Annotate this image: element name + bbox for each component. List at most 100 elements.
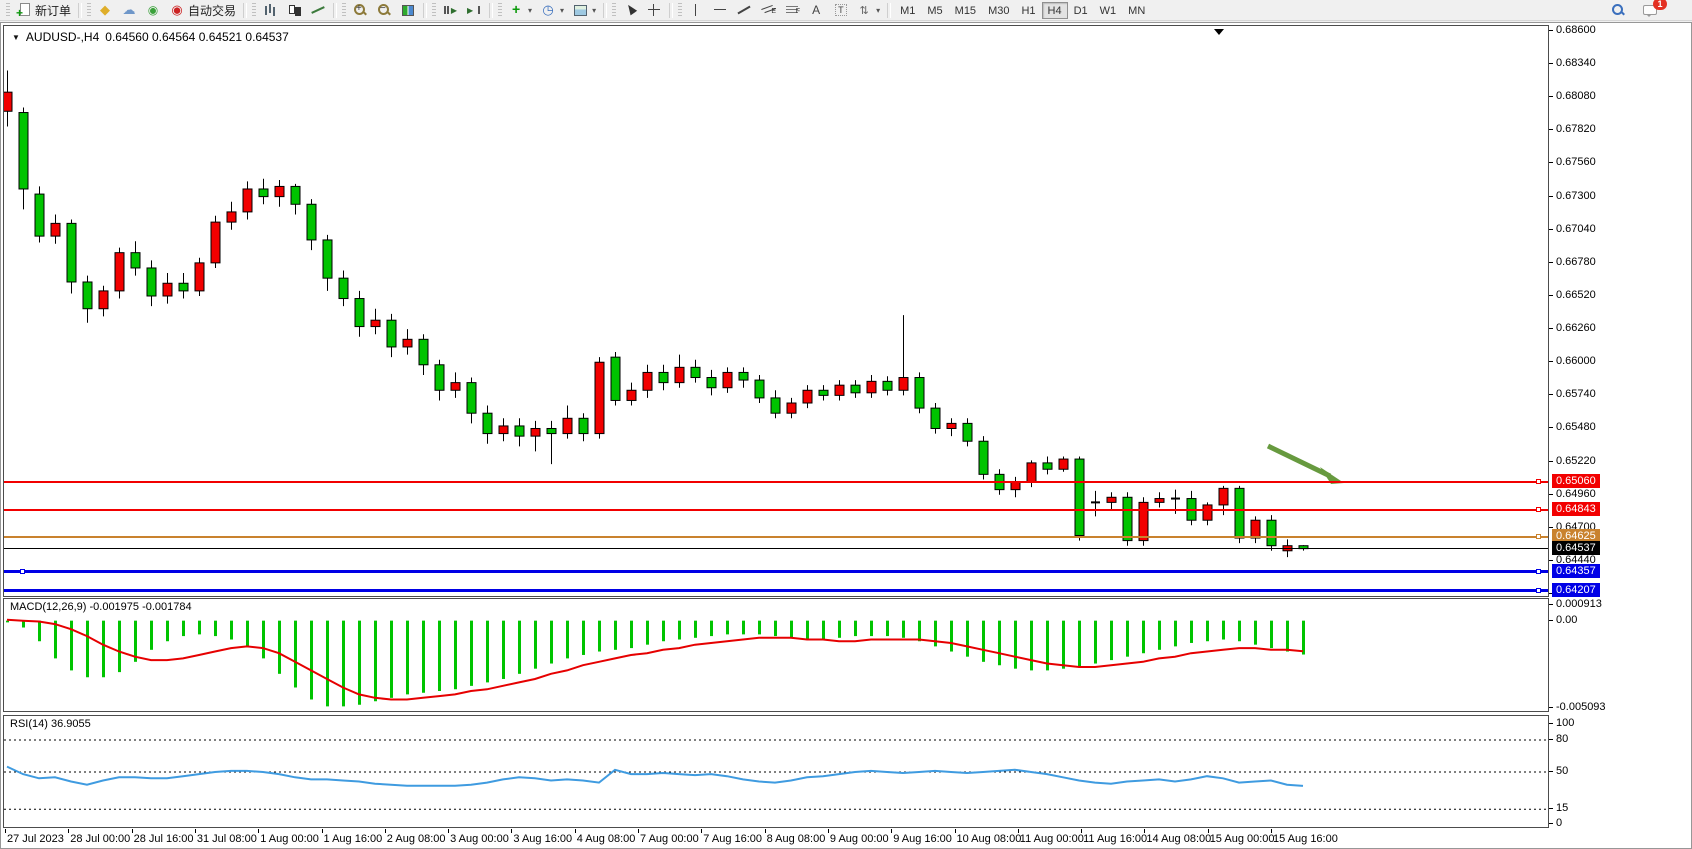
line-handle[interactable] [20, 568, 25, 574]
tile-windows-icon [400, 2, 416, 18]
arrows-button[interactable]: ▾ [852, 1, 884, 20]
signals-button[interactable] [117, 1, 141, 20]
price-line-0.64537[interactable] [4, 548, 1548, 550]
timeframe-mn-button[interactable]: MN [1122, 2, 1151, 19]
auto-trading-button[interactable]: 自动交易 [165, 1, 240, 20]
macd-indicator-pane[interactable]: MACD(12,26,9) -0.001975 -0.001784 [3, 598, 1549, 712]
horizontal-line-icon [712, 2, 728, 18]
chart-window: ▼ AUDUSD-,H4 0.64560 0.64564 0.64521 0.6… [0, 22, 1692, 849]
axis-tick-mark [1549, 228, 1553, 230]
text-icon [808, 2, 824, 18]
timeframe-h1-button[interactable]: H1 [1015, 2, 1041, 19]
time-tick-label: 8 Aug 08:00 [766, 833, 826, 845]
rsi-indicator-pane[interactable]: RSI(14) 36.9055 [3, 715, 1549, 828]
fibonacci-button[interactable] [780, 1, 804, 20]
price-line-badge: 0.64843 [1552, 501, 1600, 516]
text-button[interactable] [804, 1, 828, 20]
timeframe-w1-button[interactable]: W1 [1094, 2, 1123, 19]
axis-tick-mark [1549, 619, 1553, 621]
vertical-line-button[interactable] [684, 1, 708, 20]
templates-icon [572, 2, 588, 18]
horizontal-line-button[interactable] [708, 1, 732, 20]
rsi-canvas[interactable] [4, 716, 1548, 827]
trendline-button[interactable] [732, 1, 756, 20]
candle-11 [178, 282, 189, 292]
axis-tick-mark [1549, 707, 1553, 708]
candle-50 [802, 389, 813, 404]
price-axis[interactable]: 0.68600 0.68340 0.68080 0.67820 0.67560 0.673… [1549, 23, 1691, 829]
price-line-0.64207[interactable] [4, 589, 1548, 593]
price-tick-label: 0.67560 [1556, 156, 1596, 169]
chart-shift-button[interactable] [462, 1, 486, 20]
price-line-0.64357[interactable] [4, 570, 1548, 574]
line-handle[interactable] [1536, 534, 1541, 540]
candle-26 [418, 338, 429, 366]
line-handle[interactable] [1536, 587, 1541, 593]
timeframe-m30-button[interactable]: M30 [982, 2, 1015, 19]
toolbar-separator [489, 2, 494, 18]
macd-label: MACD(12,26,9) -0.001975 -0.001784 [10, 601, 192, 613]
zoom-in-button[interactable] [348, 1, 372, 20]
toolbar-grip [342, 2, 347, 18]
chevron-down-icon: ▾ [528, 5, 533, 15]
zoom-out-icon [376, 1, 392, 18]
crosshair-button[interactable] [642, 1, 666, 20]
auto-trading-label: 自动交易 [188, 3, 237, 18]
timeframe-d1-button[interactable]: D1 [1068, 2, 1094, 19]
indicators-button[interactable]: ▾ [504, 1, 536, 20]
price-line-0.64625[interactable] [4, 536, 1548, 539]
equidistant-channel-button[interactable] [756, 1, 780, 20]
price-line-0.64843[interactable] [4, 508, 1548, 511]
cursor-button[interactable] [618, 1, 642, 20]
macd-axis-label: 0.000913 [1556, 598, 1602, 610]
chart-bars-button[interactable] [258, 1, 282, 20]
time-tick-mark [68, 829, 70, 833]
price-line-badge: 0.65060 [1552, 473, 1600, 488]
candle-15 [242, 188, 253, 213]
candle-40 [642, 371, 653, 391]
candle-43 [690, 366, 701, 379]
axis-tick-mark [1549, 770, 1553, 772]
axis-tick-mark [1549, 129, 1553, 131]
price-tick-label: 0.68340 [1556, 57, 1596, 70]
line-handle[interactable] [1536, 568, 1541, 574]
new-order-button[interactable]: 新订单 [12, 1, 75, 21]
algo-button[interactable] [141, 1, 165, 20]
candle-1 [18, 112, 29, 190]
price-tick-label: 0.68600 [1556, 24, 1596, 36]
time-tick-mark [448, 829, 450, 833]
line-handle[interactable] [1536, 506, 1541, 512]
timeframe-m1-button[interactable]: M1 [894, 2, 921, 19]
templates-button[interactable]: ▾ [568, 1, 600, 20]
time-tick-label: 4 Aug 08:00 [576, 833, 636, 845]
line-handle[interactable] [1536, 478, 1541, 484]
macd-canvas[interactable] [4, 599, 1548, 711]
tile-windows-button[interactable] [396, 1, 420, 20]
time-axis[interactable]: 27 Jul 2023 28 Jul 00:00 28 Jul 16:00 31 Ju… [3, 829, 1691, 848]
chart-candles-button[interactable] [282, 1, 306, 20]
chart-line-button[interactable] [306, 1, 330, 20]
algo-icon [145, 2, 161, 18]
price-tick-label: 0.67040 [1556, 222, 1596, 235]
price-line-0.65060[interactable] [4, 480, 1548, 483]
axis-tick-mark [1549, 394, 1553, 396]
search-button[interactable] [1606, 1, 1630, 20]
market-button[interactable] [93, 1, 117, 20]
timeframe-m5-button[interactable]: M5 [921, 2, 948, 19]
text-label-button[interactable] [828, 1, 852, 20]
timeframe-m15-button[interactable]: M15 [949, 2, 982, 19]
timeframe-h4-button[interactable]: H4 [1041, 2, 1068, 20]
timeframe-group: M1 M5 M15 M30 H1 H4 D1 W1 MN [894, 1, 1151, 20]
auto-scroll-button[interactable] [438, 1, 462, 20]
price-chart-pane[interactable]: ▼ AUDUSD-,H4 0.64560 0.64564 0.64521 0.6… [3, 25, 1549, 597]
rsi-axis-label: 0 [1556, 817, 1563, 829]
periods-button[interactable]: ▾ [536, 1, 568, 20]
symbol-dropdown-icon[interactable]: ▼ [12, 32, 20, 42]
zoom-out-button[interactable] [372, 1, 396, 20]
axis-tick-mark [1549, 294, 1553, 296]
chat-button[interactable]: 1 [1638, 0, 1667, 20]
candle-29 [466, 382, 477, 414]
candle-39 [626, 389, 637, 401]
axis-tick-mark [1549, 30, 1553, 31]
